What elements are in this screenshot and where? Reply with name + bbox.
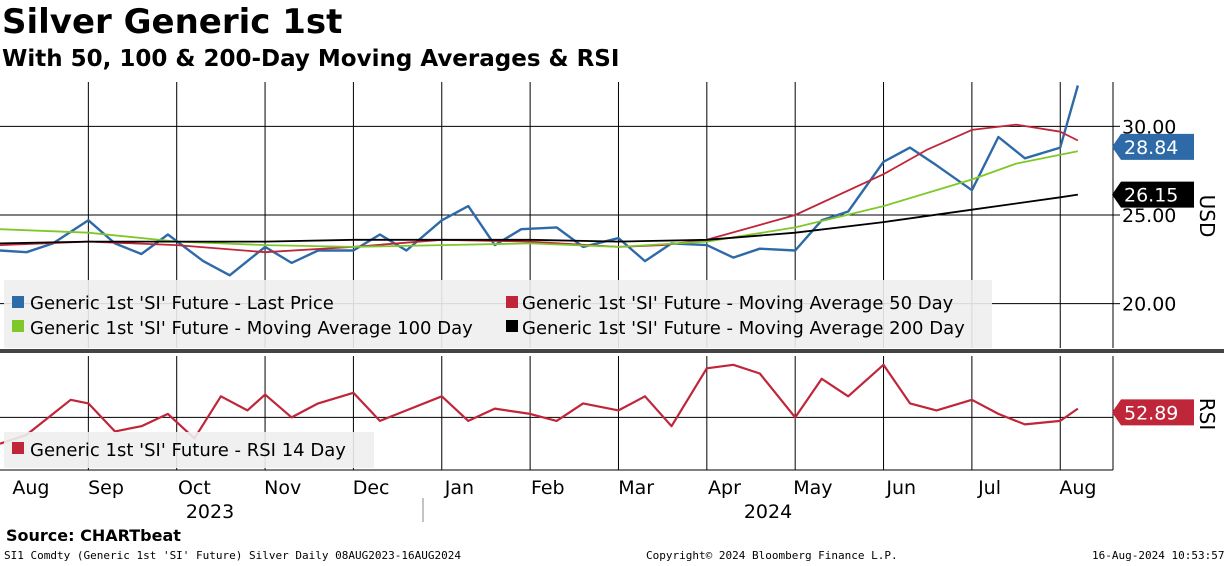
last-price-tag-shape bbox=[1112, 133, 1194, 160]
series-line-ma100 bbox=[0, 150, 1079, 248]
last-rsi-tag-shape bbox=[1112, 399, 1194, 426]
chart-title: Silver Generic 1st bbox=[2, 2, 343, 42]
x-tick-label: Jun bbox=[885, 477, 916, 499]
price-legend: Generic 1st 'SI' Future - Last Price Gen… bbox=[4, 280, 992, 348]
last-price-tag-text: 28.84 bbox=[1124, 137, 1178, 159]
legend-swatch-price bbox=[12, 296, 24, 308]
year-label: 2023 bbox=[186, 501, 234, 523]
last-ma200-tag-shape bbox=[1112, 181, 1194, 208]
series-line-ma50 bbox=[0, 123, 1079, 254]
x-tick-label: Aug bbox=[12, 477, 49, 499]
last-rsi-tag-text: 52.89 bbox=[1124, 402, 1178, 424]
last-ma200-tag-text: 26.15 bbox=[1124, 185, 1178, 207]
panel-divider bbox=[0, 349, 1224, 353]
last-ma200-tag: 26.15 bbox=[1112, 181, 1194, 208]
source-note: Source: CHARTbeat bbox=[6, 526, 181, 545]
x-tick-label: Jul bbox=[977, 477, 1001, 499]
legend-ma50-label: Generic 1st 'SI' Future - Moving Average… bbox=[522, 293, 954, 314]
legend-swatch-ma200 bbox=[506, 320, 518, 332]
last-rsi-tag: 52.89 bbox=[1112, 399, 1194, 426]
rsi-axis-label: RSI bbox=[1195, 398, 1219, 431]
x-tick-label: Dec bbox=[353, 477, 390, 499]
series-line-price bbox=[0, 85, 1080, 277]
price-tick-label: 30.00 bbox=[1122, 116, 1176, 138]
x-tick-label: Aug bbox=[1059, 477, 1096, 499]
footer-left: SI1 Comdty (Generic 1st 'SI' Future) Sil… bbox=[4, 549, 461, 562]
legend-price-label: Generic 1st 'SI' Future - Last Price bbox=[30, 293, 334, 314]
legend-ma100-label: Generic 1st 'SI' Future - Moving Average… bbox=[30, 318, 473, 339]
footer-timestamp: 16-Aug-2024 10:53:57 bbox=[1092, 549, 1224, 562]
legend-swatch-ma50 bbox=[506, 296, 518, 308]
legend-swatch-ma100 bbox=[12, 320, 24, 332]
price-tick-label: 20.00 bbox=[1122, 294, 1176, 316]
price-axis-label: USD bbox=[1195, 195, 1219, 238]
rsi-legend: Generic 1st 'SI' Future - RSI 14 Day bbox=[4, 432, 374, 468]
last-price-tag: 28.84 bbox=[1112, 133, 1194, 160]
legend-swatch-rsi bbox=[12, 442, 24, 454]
year-label: 2024 bbox=[744, 501, 792, 523]
x-tick-label: May bbox=[793, 477, 832, 499]
x-tick-label: Jan bbox=[444, 477, 474, 499]
x-tick-label: Apr bbox=[708, 477, 741, 499]
series-line-ma200 bbox=[0, 193, 1079, 245]
chart-subtitle: With 50, 100 & 200-Day Moving Averages &… bbox=[2, 46, 620, 72]
x-tick-label: Oct bbox=[178, 477, 211, 499]
x-tick-label: Feb bbox=[531, 477, 565, 499]
price-tick-label: 25.00 bbox=[1122, 205, 1176, 227]
x-tick-label: Nov bbox=[264, 477, 301, 499]
legend-rsi-label: Generic 1st 'SI' Future - RSI 14 Day bbox=[30, 440, 346, 461]
x-tick-label: Sep bbox=[88, 477, 124, 499]
series-line-rsi bbox=[0, 363, 1079, 445]
x-tick-label: Mar bbox=[618, 477, 654, 499]
footer-copyright: Copyright© 2024 Bloomberg Finance L.P. bbox=[646, 549, 898, 562]
legend-ma200-label: Generic 1st 'SI' Future - Moving Average… bbox=[522, 318, 965, 339]
